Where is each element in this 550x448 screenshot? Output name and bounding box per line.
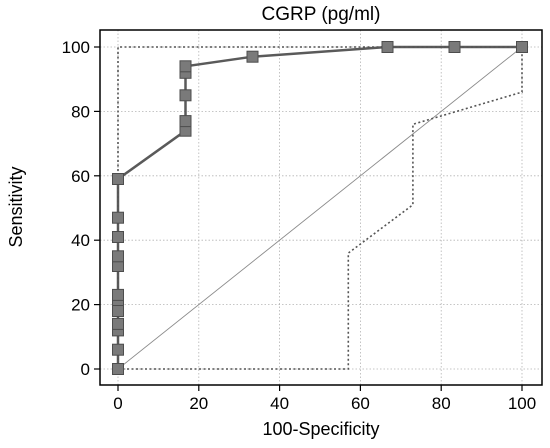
data-point-marker — [448, 41, 461, 53]
data-point-marker — [112, 288, 124, 301]
data-point-marker — [112, 363, 124, 375]
data-point-marker — [112, 173, 124, 185]
x-tick-label: 100 — [508, 394, 536, 413]
data-point-marker — [246, 50, 259, 63]
data-point-marker — [179, 89, 192, 102]
y-tick-label: 0 — [81, 360, 90, 379]
x-tick-label: 0 — [113, 394, 122, 413]
data-point-marker — [112, 317, 124, 330]
data-point-marker — [112, 343, 124, 356]
data-point-marker — [179, 60, 192, 73]
series-lines — [116, 45, 523, 370]
y-tick-label: 20 — [71, 296, 90, 315]
y-axis-title: Sensitivity — [6, 166, 26, 247]
x-axis-title: 100-Specificity — [262, 419, 379, 439]
y-tick-label: 60 — [71, 167, 90, 186]
y-tick-label: 100 — [62, 38, 90, 57]
data-point-marker — [112, 250, 124, 263]
data-markers — [112, 41, 528, 375]
data-point-marker — [112, 305, 124, 317]
x-tick-label: 40 — [270, 394, 289, 413]
reference-diagonal-line — [117, 46, 523, 370]
data-point-marker — [112, 231, 124, 243]
grid-lines — [100, 30, 542, 385]
data-point-marker — [516, 41, 528, 53]
plot-frame — [99, 29, 543, 386]
y-tick-label: 80 — [71, 102, 90, 121]
axis-ticks: 0 20 40 60 80 100 0 20 40 60 80 100 — [62, 38, 537, 413]
y-tick-label: 40 — [71, 231, 90, 250]
lower-confidence-bound-line — [118, 47, 523, 370]
x-tick-label: 20 — [189, 394, 208, 413]
chart-title: CGRP (pg/ml) — [262, 4, 381, 25]
data-point-marker — [112, 211, 124, 224]
data-point-marker — [179, 115, 192, 128]
data-point-marker — [381, 41, 394, 53]
x-tick-label: 60 — [351, 394, 370, 413]
x-tick-label: 80 — [432, 394, 451, 413]
